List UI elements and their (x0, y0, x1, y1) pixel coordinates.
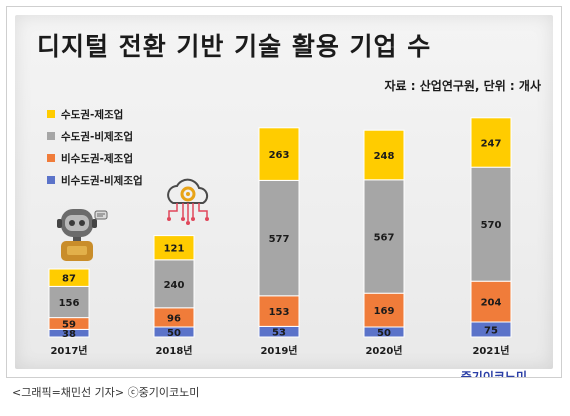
bar-segment (363, 129, 405, 181)
legend-label: 수도권-제조업 (61, 108, 124, 121)
chart-title: 디지털 전환 기반 기술 활용 기업 수 (37, 32, 432, 61)
legend-item: 비수도권-제조업 (47, 147, 143, 169)
data-label: 577 (269, 234, 290, 245)
data-label: 38 (62, 329, 76, 340)
legend-swatch (47, 154, 55, 162)
data-label: 53 (272, 328, 286, 339)
legend-label: 비수도권-비제조업 (61, 174, 143, 187)
source-note: 자료 : 산업연구원, 단위 : 개사 (384, 79, 542, 93)
x-tick-label: 2017년 (50, 344, 87, 357)
legend-swatch (47, 132, 55, 140)
data-label: 153 (269, 307, 290, 318)
bar-segment (153, 235, 195, 261)
legend-item: 수도권-제조업 (47, 103, 143, 125)
legend-swatch (47, 110, 55, 118)
bar-segment (363, 292, 405, 328)
legend: 수도권-제조업 수도권-비제조업 비수도권-제조업 비수도권-비제조업 (47, 103, 143, 191)
bar-segment (258, 179, 300, 297)
bar-segment (48, 268, 90, 287)
legend-label: 수도권-비제조업 (61, 130, 133, 143)
bar-segment (258, 127, 300, 181)
data-label: 50 (167, 328, 181, 339)
data-label: 204 (481, 298, 502, 309)
bar-segment (470, 280, 512, 323)
data-label: 59 (62, 320, 76, 331)
data-label: 248 (374, 151, 395, 162)
x-tick-label: 2018년 (155, 344, 192, 357)
bar-segment (48, 285, 90, 319)
legend-label: 비수도권-제조업 (61, 152, 133, 165)
data-label: 156 (59, 298, 80, 309)
data-label: 50 (377, 328, 391, 339)
legend-item: 수도권-비제조업 (47, 125, 143, 147)
data-label: 96 (167, 313, 181, 324)
data-label: 75 (484, 326, 498, 337)
data-label: 570 (481, 220, 502, 231)
bar-segment (470, 117, 512, 168)
legend-swatch (47, 176, 55, 184)
bar-segment (153, 259, 195, 309)
data-label: 169 (374, 306, 395, 317)
data-label: 121 (164, 244, 185, 255)
data-label: 247 (481, 139, 502, 150)
x-tick-label: 2019년 (260, 344, 297, 357)
data-label: 240 (164, 280, 185, 291)
data-label: 263 (269, 150, 290, 161)
chart-frame: 38 59 156 87 2017년 50 96 240 121 2018년 53 153 577 263… (6, 6, 562, 378)
graphic-caption: <그래픽=채민선 기자> ⓒ중기이코노미 (12, 386, 200, 399)
logo-text: 중기이코노미 (460, 370, 527, 378)
legend-item: 비수도권-비제조업 (47, 169, 143, 191)
bar-segment (363, 179, 405, 294)
x-tick-label: 2021년 (472, 344, 509, 357)
bar-segment (470, 166, 512, 282)
x-tick-label: 2020년 (365, 344, 402, 357)
robot-icon (57, 209, 108, 261)
data-label: 567 (374, 233, 395, 244)
data-label: 87 (62, 274, 76, 285)
cloud-gear-icon (167, 178, 209, 225)
